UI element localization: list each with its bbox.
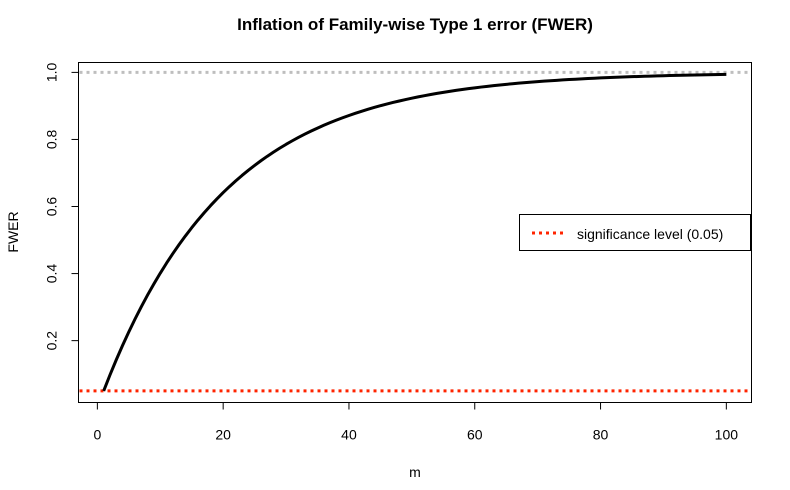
y-tick-label: 0.4: [44, 264, 60, 284]
y-tick-label: 0.2: [44, 331, 60, 351]
x-tick-label: 40: [341, 427, 357, 443]
x-tick-label: 80: [593, 427, 609, 443]
y-tick-label: 0.6: [44, 197, 60, 217]
series-layer: [102, 72, 727, 392]
fwer-curve: [102, 72, 727, 392]
legend: significance level (0.05): [519, 214, 751, 251]
plot-frame: [78, 62, 752, 403]
x-tick-label: 20: [215, 427, 231, 443]
chart-title: Inflation of Family-wise Type 1 error (F…: [237, 15, 593, 34]
y-tick-label: 1.0: [44, 62, 60, 82]
x-tick-label: 60: [467, 427, 483, 443]
legend-label: significance level (0.05): [577, 226, 723, 242]
x-tick-label: 100: [715, 427, 739, 443]
legend-box: [519, 214, 751, 251]
y-axis-label: FWER: [5, 211, 21, 252]
x-axis: 0 20 40 60 80 100: [93, 402, 739, 443]
x-axis-label: m: [409, 464, 421, 480]
y-axis: 0.2 0.4 0.6 0.8 1.0: [44, 62, 79, 350]
y-tick-label: 0.8: [44, 130, 60, 150]
x-tick-label: 0: [93, 427, 101, 443]
